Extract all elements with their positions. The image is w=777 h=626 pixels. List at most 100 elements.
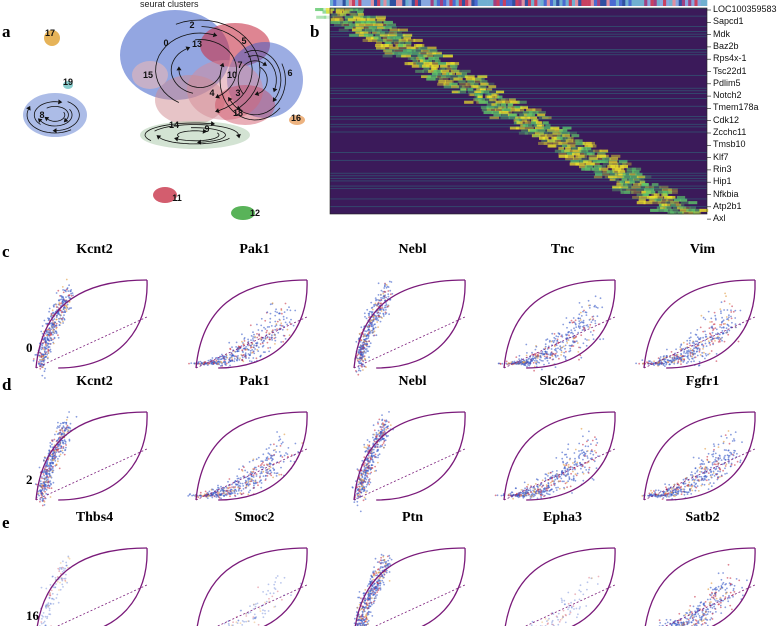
- heatmap-cell: [332, 15, 343, 19]
- cell-point: [575, 340, 578, 343]
- cell-point: [53, 322, 55, 324]
- cell-point: [581, 449, 584, 451]
- cell-point: [213, 360, 216, 363]
- cell-point: [592, 329, 595, 332]
- cell-point: [582, 479, 585, 482]
- heatmap-cell: [628, 177, 635, 182]
- cell-point: [249, 480, 251, 483]
- heatmap-cell: [488, 100, 498, 104]
- heatmap-cell: [524, 131, 534, 135]
- heatmap-cell: [398, 41, 405, 45]
- cell-point: [364, 359, 367, 362]
- cell-point: [269, 317, 272, 320]
- cell-point: [247, 349, 250, 351]
- cell-point: [711, 331, 714, 334]
- cell-point: [367, 312, 370, 315]
- cell-point: [734, 323, 737, 326]
- cell-point: [693, 485, 696, 487]
- cell-point: [374, 297, 377, 299]
- heatmap-cell: [526, 113, 535, 117]
- cluster-color-bar-cell: [468, 0, 472, 6]
- cell-point: [546, 357, 549, 359]
- cell-point: [372, 454, 375, 457]
- cell-point: [382, 290, 384, 293]
- cell-point: [583, 326, 585, 329]
- heatmap-cell: [405, 41, 412, 45]
- heatmap-cell: [640, 180, 646, 184]
- cell-point: [221, 353, 223, 356]
- cell-point: [362, 333, 365, 336]
- heatmap-cell: [477, 74, 488, 79]
- cell-point: [710, 317, 713, 320]
- cell-point: [557, 335, 560, 338]
- cell-point: [365, 330, 368, 333]
- cell-point: [229, 364, 231, 367]
- cell-point: [247, 484, 250, 487]
- cell-point: [591, 439, 594, 442]
- cluster-color-bar-cell: [389, 0, 394, 6]
- cell-point: [594, 436, 596, 438]
- heatmap-cell: [565, 147, 571, 151]
- cell-point: [356, 500, 359, 503]
- cell-point: [282, 315, 285, 318]
- cluster-color-bar-cell: [411, 0, 416, 6]
- cell-point: [590, 443, 592, 445]
- cell-point: [717, 335, 719, 338]
- cell-point: [709, 474, 712, 477]
- cell-point: [680, 363, 682, 365]
- cell-point: [531, 353, 534, 356]
- cell-point: [570, 319, 573, 322]
- cell-point: [266, 311, 269, 314]
- cell-point: [555, 486, 557, 489]
- cell-point: [380, 297, 382, 299]
- heatmap-cell: [457, 74, 468, 79]
- cell-point: [381, 297, 384, 299]
- cell-point: [588, 326, 591, 329]
- heatmap-cell: [539, 131, 549, 135]
- cluster-color-bar-cell: [691, 0, 695, 6]
- heatmap-cell: [592, 159, 602, 163]
- cell-point: [62, 322, 64, 324]
- cell-point: [54, 456, 56, 459]
- cluster-color-bar-cell: [367, 0, 372, 6]
- cell-point: [678, 357, 680, 359]
- cell-point: [561, 457, 564, 460]
- cell-point: [390, 281, 393, 283]
- heatmap-cell: [406, 46, 416, 50]
- heatmap-cell: [586, 149, 595, 153]
- cell-point: [688, 350, 691, 353]
- cell-point: [564, 347, 566, 350]
- cell-point: [546, 489, 548, 492]
- cell-point: [535, 478, 538, 481]
- cell-point: [374, 302, 377, 305]
- cell-point: [584, 466, 586, 469]
- velocity-arrowhead: [26, 105, 31, 111]
- cell-point: [562, 460, 564, 463]
- cell-point: [585, 324, 588, 327]
- cell-point: [573, 452, 576, 454]
- cell-point: [237, 486, 240, 489]
- cell-point: [376, 445, 379, 448]
- cell-point: [544, 473, 547, 475]
- cell-point: [591, 450, 594, 453]
- heatmap-row-line: [330, 206, 707, 208]
- cell-point: [260, 486, 263, 489]
- heatmap-cell: [654, 198, 662, 202]
- cell-point: [574, 319, 577, 322]
- cell-point: [248, 461, 251, 463]
- heatmap-row-line: [330, 15, 707, 17]
- cell-point: [290, 318, 292, 321]
- heatmap-cell: [355, 26, 364, 30]
- cell-point: [732, 310, 735, 313]
- cell-point: [43, 478, 46, 481]
- cell-point: [547, 475, 549, 477]
- cell-point: [566, 456, 568, 459]
- cell-point: [688, 337, 691, 340]
- cell-point: [41, 477, 43, 480]
- cluster-color-bar-cell: [330, 0, 334, 6]
- cell-point: [525, 359, 528, 362]
- heatmap-cell: [464, 100, 474, 104]
- cell-point: [727, 462, 730, 464]
- heatmap-cell: [415, 69, 424, 73]
- heatmap-cell: [639, 180, 645, 184]
